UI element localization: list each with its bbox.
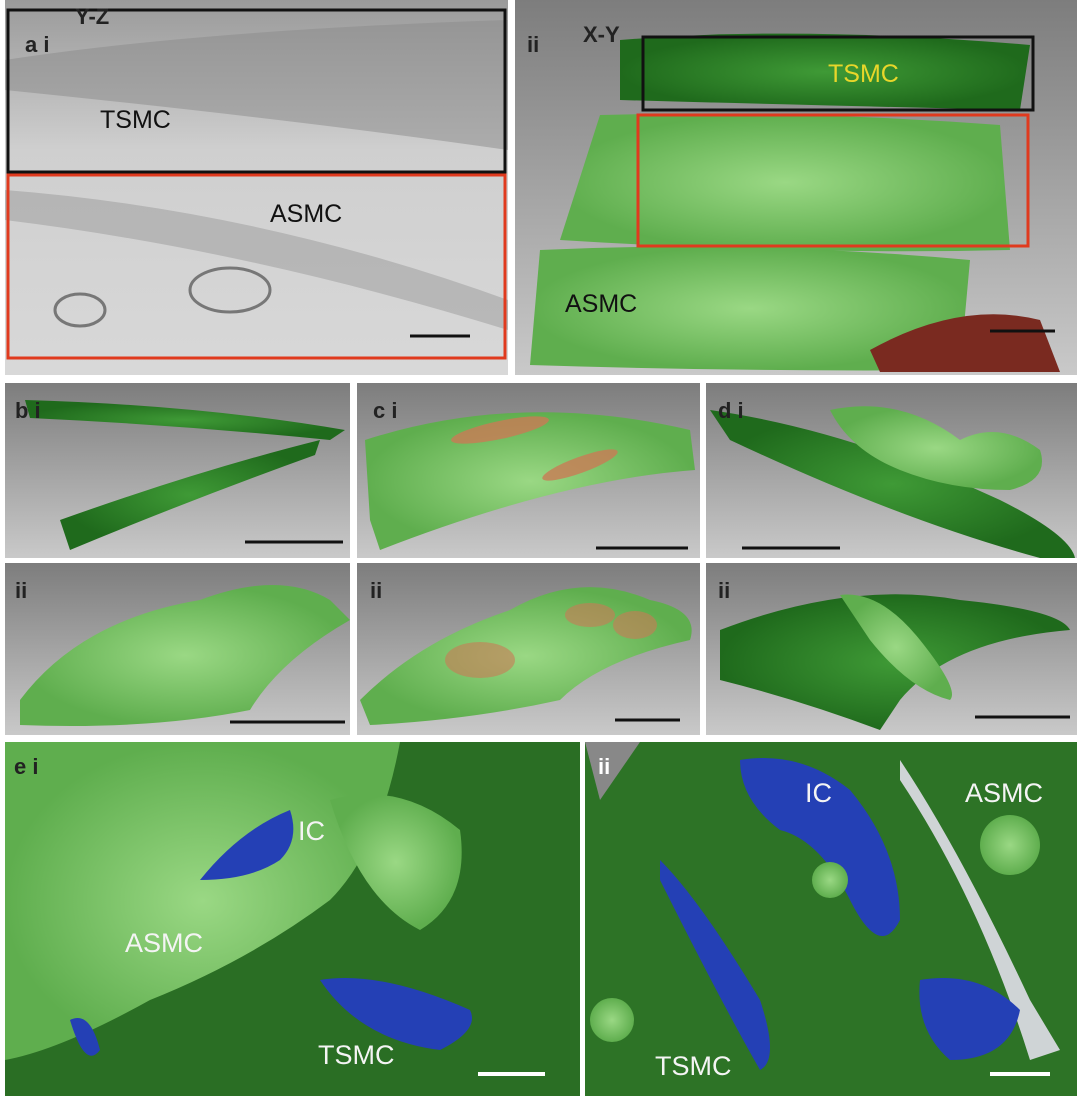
- view-label: X-Y: [583, 22, 620, 47]
- panel-a-i: a i Y-Z TSMC ASMC: [5, 0, 508, 375]
- panel-e-i: e i IC ASMC TSMC: [5, 742, 580, 1096]
- panel-label: d i: [718, 398, 744, 423]
- panel-e-ii: ii IC ASMC TSMC: [585, 742, 1077, 1096]
- panel-a-ii: ii X-Y TSMC ASMC: [515, 0, 1077, 375]
- panel-label: e i: [14, 754, 38, 779]
- panel-label: ii: [718, 578, 730, 603]
- panel-b-i: b i: [5, 383, 350, 558]
- panel-label: a i: [25, 32, 49, 57]
- annotation: IC: [805, 778, 832, 808]
- asmc-render: [980, 815, 1040, 875]
- annotation: IC: [298, 816, 325, 846]
- annotation: ASMC: [565, 290, 637, 318]
- panel-d-i: d i: [706, 383, 1077, 558]
- panel-label: ii: [527, 32, 539, 57]
- annotation: TSMC: [828, 60, 899, 88]
- annotation: ASMC: [270, 200, 342, 228]
- annotation: ASMC: [125, 928, 203, 958]
- nucleus: [565, 603, 615, 627]
- asmc-render: [590, 998, 634, 1042]
- panel-c-ii: ii: [357, 563, 700, 735]
- view-label: Y-Z: [75, 4, 109, 29]
- annotation: TSMC: [100, 106, 171, 134]
- annotation: ASMC: [965, 778, 1043, 808]
- annotation: TSMC: [655, 1051, 732, 1081]
- panel-d-ii: ii: [706, 563, 1077, 735]
- panel-label: b i: [15, 398, 41, 423]
- asmc-render: [560, 114, 1010, 252]
- annotation: TSMC: [318, 1040, 395, 1070]
- nucleus: [445, 642, 515, 678]
- panel-c-i: c i: [357, 383, 700, 558]
- nucleus: [613, 611, 657, 639]
- asmc-render: [812, 862, 848, 898]
- panel-label: ii: [370, 578, 382, 603]
- panel-b-ii: ii: [5, 563, 350, 735]
- panel-label: ii: [15, 578, 27, 603]
- panel-label: ii: [598, 754, 610, 779]
- panel-label: c i: [373, 398, 397, 423]
- tsmc-render: [620, 34, 1030, 110]
- figure: a i Y-Z TSMC ASMC ii X-Y TSMC ASMC b i c…: [0, 0, 1077, 1096]
